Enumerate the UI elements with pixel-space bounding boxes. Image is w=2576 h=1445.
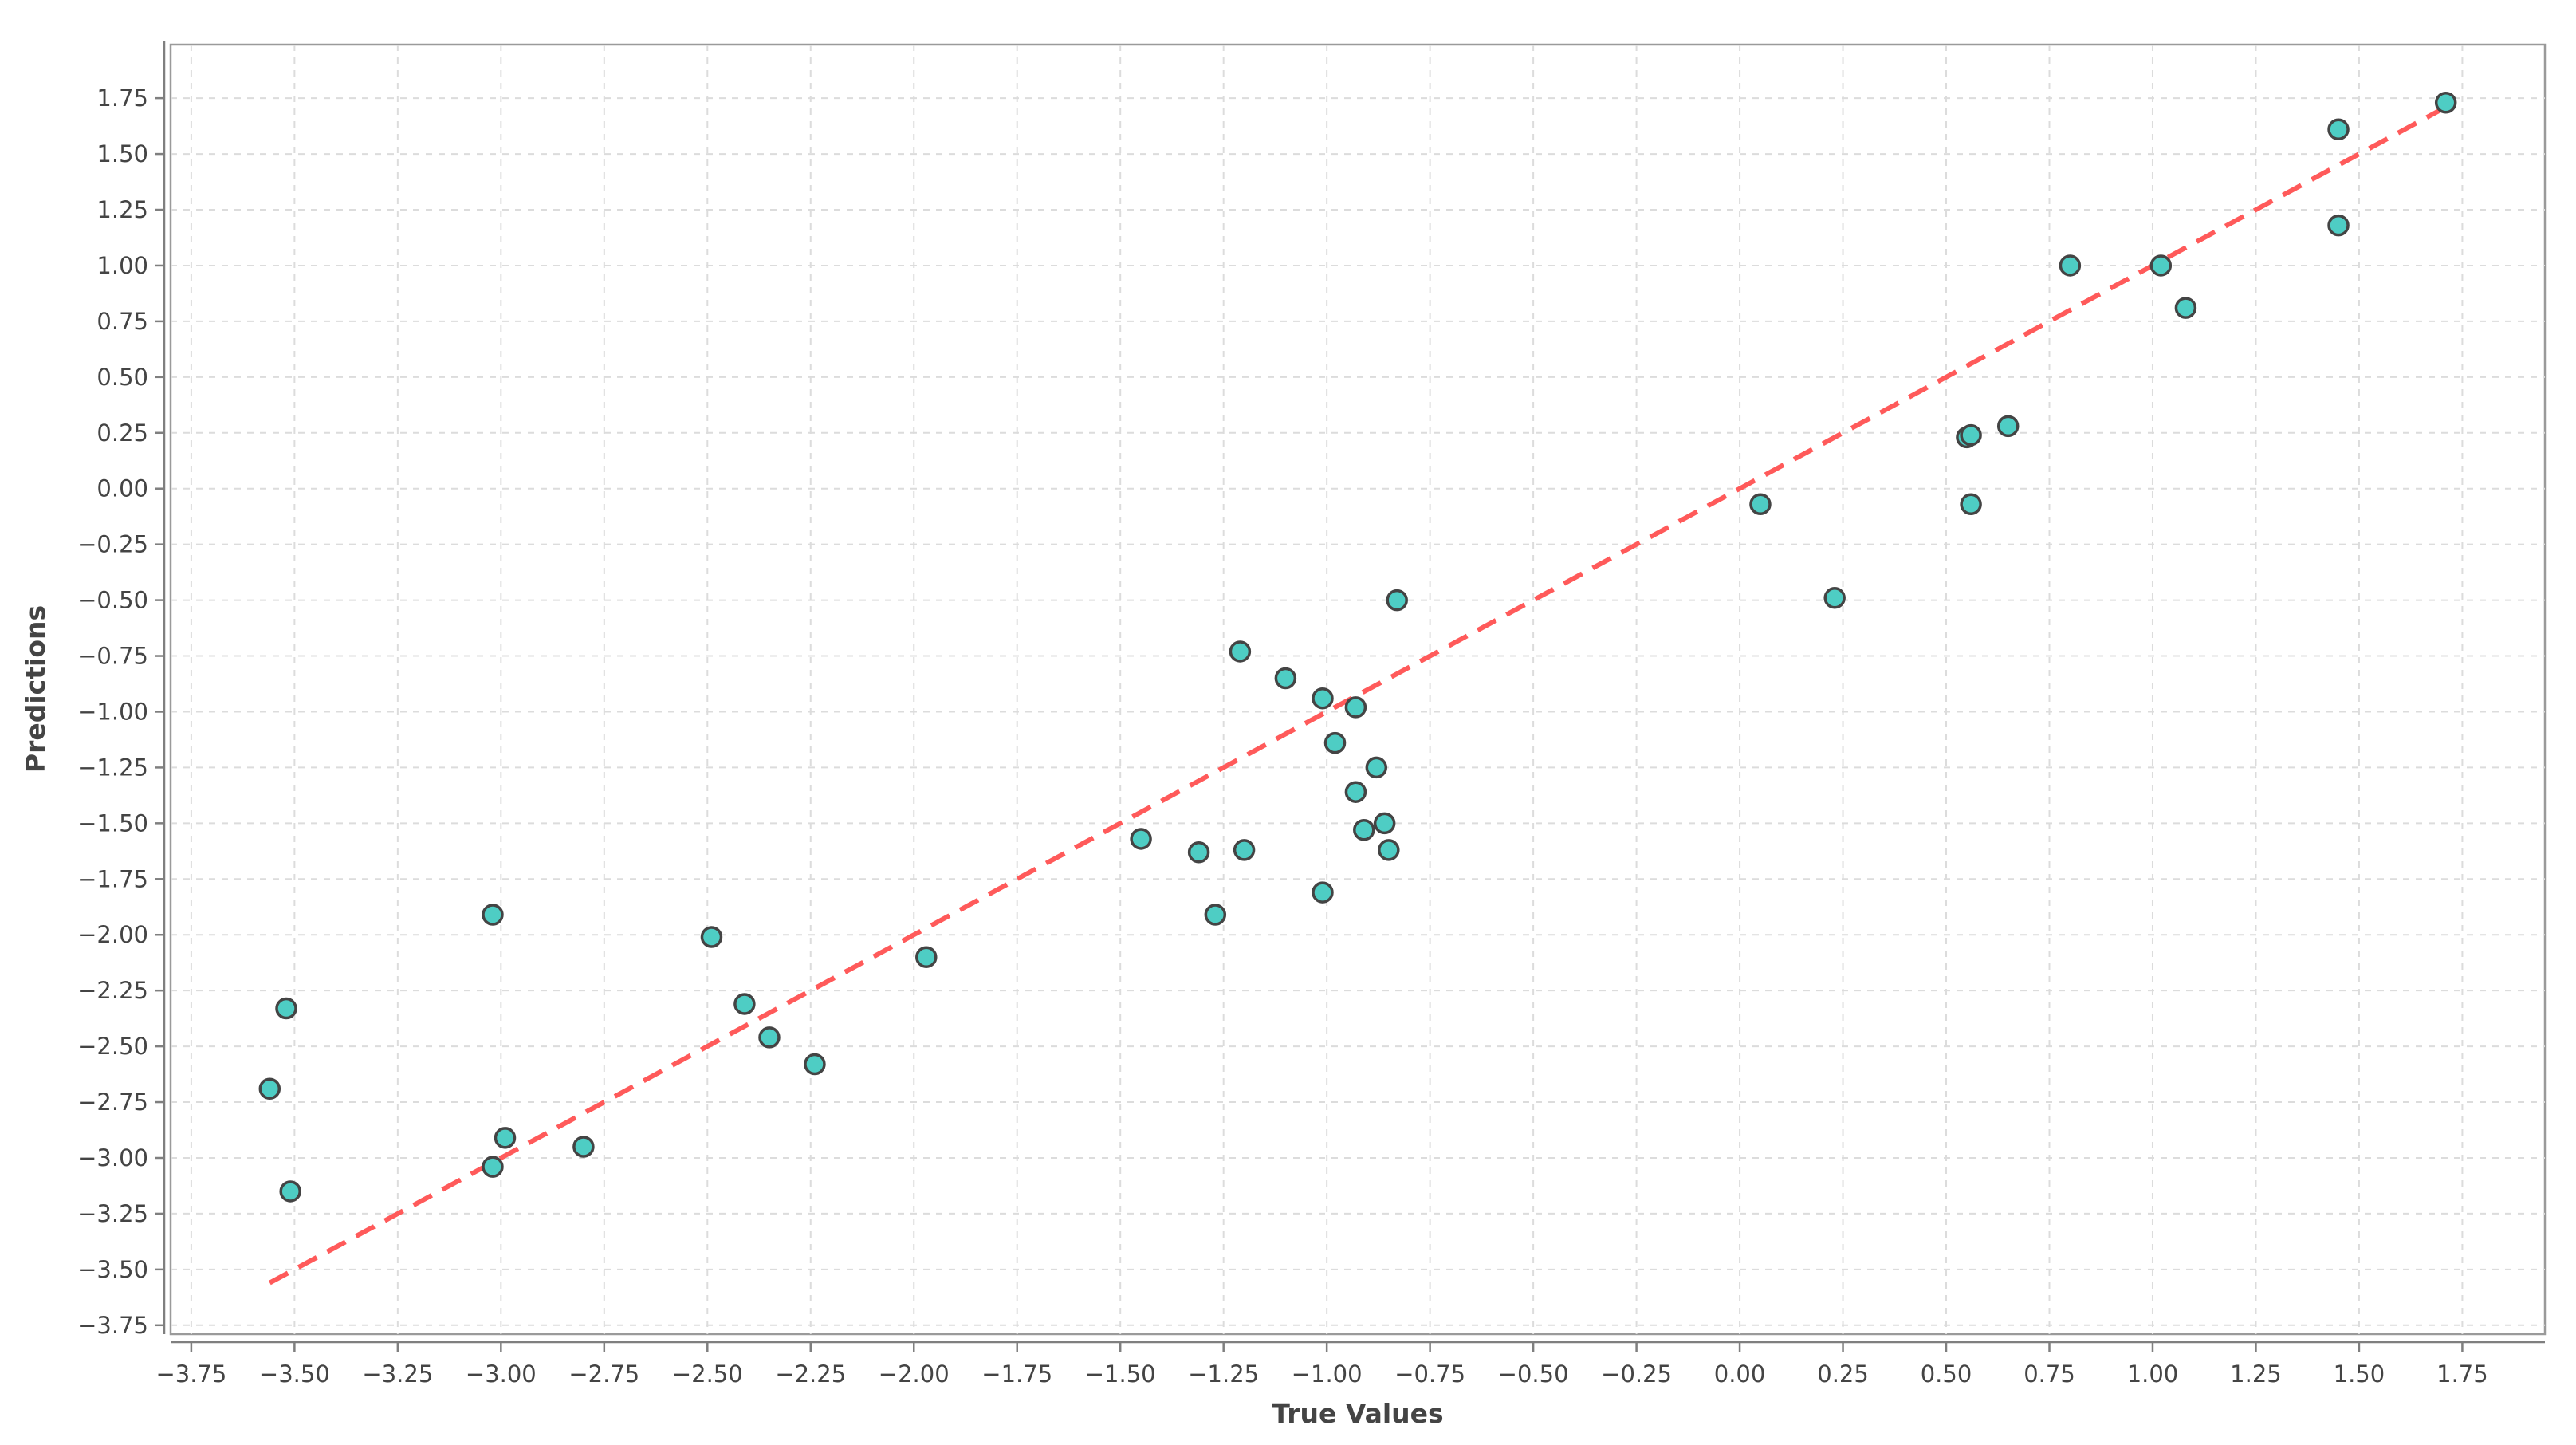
y-tick-label: −0.75 xyxy=(77,643,148,670)
y-tick-label: −1.50 xyxy=(77,809,148,837)
x-tick-label: −1.25 xyxy=(1188,1360,1259,1388)
x-tick-label: −3.00 xyxy=(466,1360,537,1388)
data-point xyxy=(1323,731,1347,754)
y-tick-label: −1.75 xyxy=(77,865,148,892)
data-point xyxy=(1344,781,1367,803)
x-tick-label: 1.00 xyxy=(2127,1360,2179,1388)
x-tick-label: 1.75 xyxy=(2436,1360,2488,1388)
y-tick-label: −2.00 xyxy=(77,921,148,948)
data-point xyxy=(733,993,756,1015)
x-tick-label: −2.75 xyxy=(568,1360,639,1388)
x-tick-label: 0.00 xyxy=(1714,1360,1766,1388)
data-point xyxy=(275,997,297,1020)
data-point xyxy=(1749,493,1772,516)
data-point xyxy=(2327,214,2350,237)
y-tick-label: 0.00 xyxy=(96,475,148,502)
data-point xyxy=(1960,493,1982,516)
x-tick-label: −1.75 xyxy=(981,1360,1052,1388)
data-point xyxy=(758,1026,781,1049)
data-point xyxy=(700,926,723,948)
data-point xyxy=(2327,118,2350,141)
x-tick-label: −3.75 xyxy=(155,1360,226,1388)
plot-area xyxy=(169,43,2547,1336)
reference-line xyxy=(268,104,2448,1286)
y-tick-label: −3.25 xyxy=(77,1200,148,1227)
y-tick-label: −0.25 xyxy=(77,531,148,558)
data-point xyxy=(2434,91,2457,114)
data-point xyxy=(482,1156,504,1178)
data-point xyxy=(2174,297,2197,319)
y-tick-label: 0.50 xyxy=(96,364,148,391)
x-tick-label: −0.50 xyxy=(1498,1360,1569,1388)
x-axis-title: True Values xyxy=(1272,1398,1443,1429)
data-point xyxy=(279,1180,301,1203)
y-tick-label: −0.50 xyxy=(77,587,148,614)
data-point xyxy=(1353,818,1375,841)
data-point xyxy=(1365,756,1388,779)
x-tick-label: 0.25 xyxy=(1817,1360,1869,1388)
x-tick-label: −2.25 xyxy=(775,1360,846,1388)
grid xyxy=(171,45,2545,1334)
y-tick-label: 1.25 xyxy=(96,196,148,223)
y-tick-label: −2.25 xyxy=(77,977,148,1004)
data-point xyxy=(1312,881,1334,904)
data-point xyxy=(1996,415,2020,438)
data-point xyxy=(494,1127,517,1149)
data-point xyxy=(1204,904,1227,926)
x-tick-label: 1.50 xyxy=(2334,1360,2385,1388)
y-tick-label: 1.50 xyxy=(96,140,148,167)
x-tick-label: −2.50 xyxy=(672,1360,743,1388)
data-point xyxy=(1229,640,1252,663)
data-point xyxy=(1344,696,1367,719)
data-point xyxy=(1130,828,1152,850)
data-point xyxy=(1960,423,1982,447)
y-tick-label: −1.25 xyxy=(77,754,148,781)
y-tick-label: −3.00 xyxy=(77,1144,148,1171)
data-point xyxy=(1386,589,1408,612)
data-point xyxy=(482,904,504,926)
x-tick-label: 0.75 xyxy=(2023,1360,2075,1388)
y-tick-label: −3.75 xyxy=(77,1312,148,1339)
x-tick-label: −3.50 xyxy=(259,1360,330,1388)
points-layer xyxy=(258,91,2457,1203)
x-tick-label: −1.00 xyxy=(1292,1360,1363,1388)
y-tick-label: −3.50 xyxy=(77,1256,148,1283)
data-point xyxy=(2149,254,2173,277)
data-point xyxy=(1312,687,1334,710)
x-tick-label: 0.50 xyxy=(1921,1360,1972,1388)
data-point xyxy=(1373,812,1396,835)
reference-line-layer xyxy=(268,104,2448,1286)
y-tick-label: 1.00 xyxy=(96,252,148,279)
data-point xyxy=(572,1136,595,1158)
y-tick-label: 0.75 xyxy=(96,308,148,335)
data-point xyxy=(1187,841,1210,864)
data-point xyxy=(1233,839,1256,861)
y-axis-title: Predictions xyxy=(20,605,51,773)
data-point xyxy=(1823,587,1846,609)
x-tick-label: −0.75 xyxy=(1394,1360,1465,1388)
data-point xyxy=(1274,667,1297,690)
x-tick-label: 1.25 xyxy=(2230,1360,2282,1388)
data-point xyxy=(258,1077,281,1100)
x-tick-label: −2.00 xyxy=(879,1360,950,1388)
data-point xyxy=(2059,254,2082,277)
x-tick-label: −1.50 xyxy=(1085,1360,1156,1388)
y-tick-label: 1.75 xyxy=(96,85,148,112)
data-point xyxy=(804,1053,826,1076)
y-tick-label: −2.50 xyxy=(77,1033,148,1060)
y-tick-label: −2.75 xyxy=(77,1089,148,1116)
data-point xyxy=(915,946,938,968)
y-tick-label: −1.00 xyxy=(77,698,148,725)
axes: −3.75 −3.50 −3.25 −3.00 −2.75 −2.50 −2.25 −2.00… xyxy=(77,41,2545,1388)
x-tick-label: −0.25 xyxy=(1601,1360,1672,1388)
y-tick-label: 0.25 xyxy=(96,419,148,447)
data-point xyxy=(1378,839,1400,861)
x-tick-label: −3.25 xyxy=(362,1360,433,1388)
